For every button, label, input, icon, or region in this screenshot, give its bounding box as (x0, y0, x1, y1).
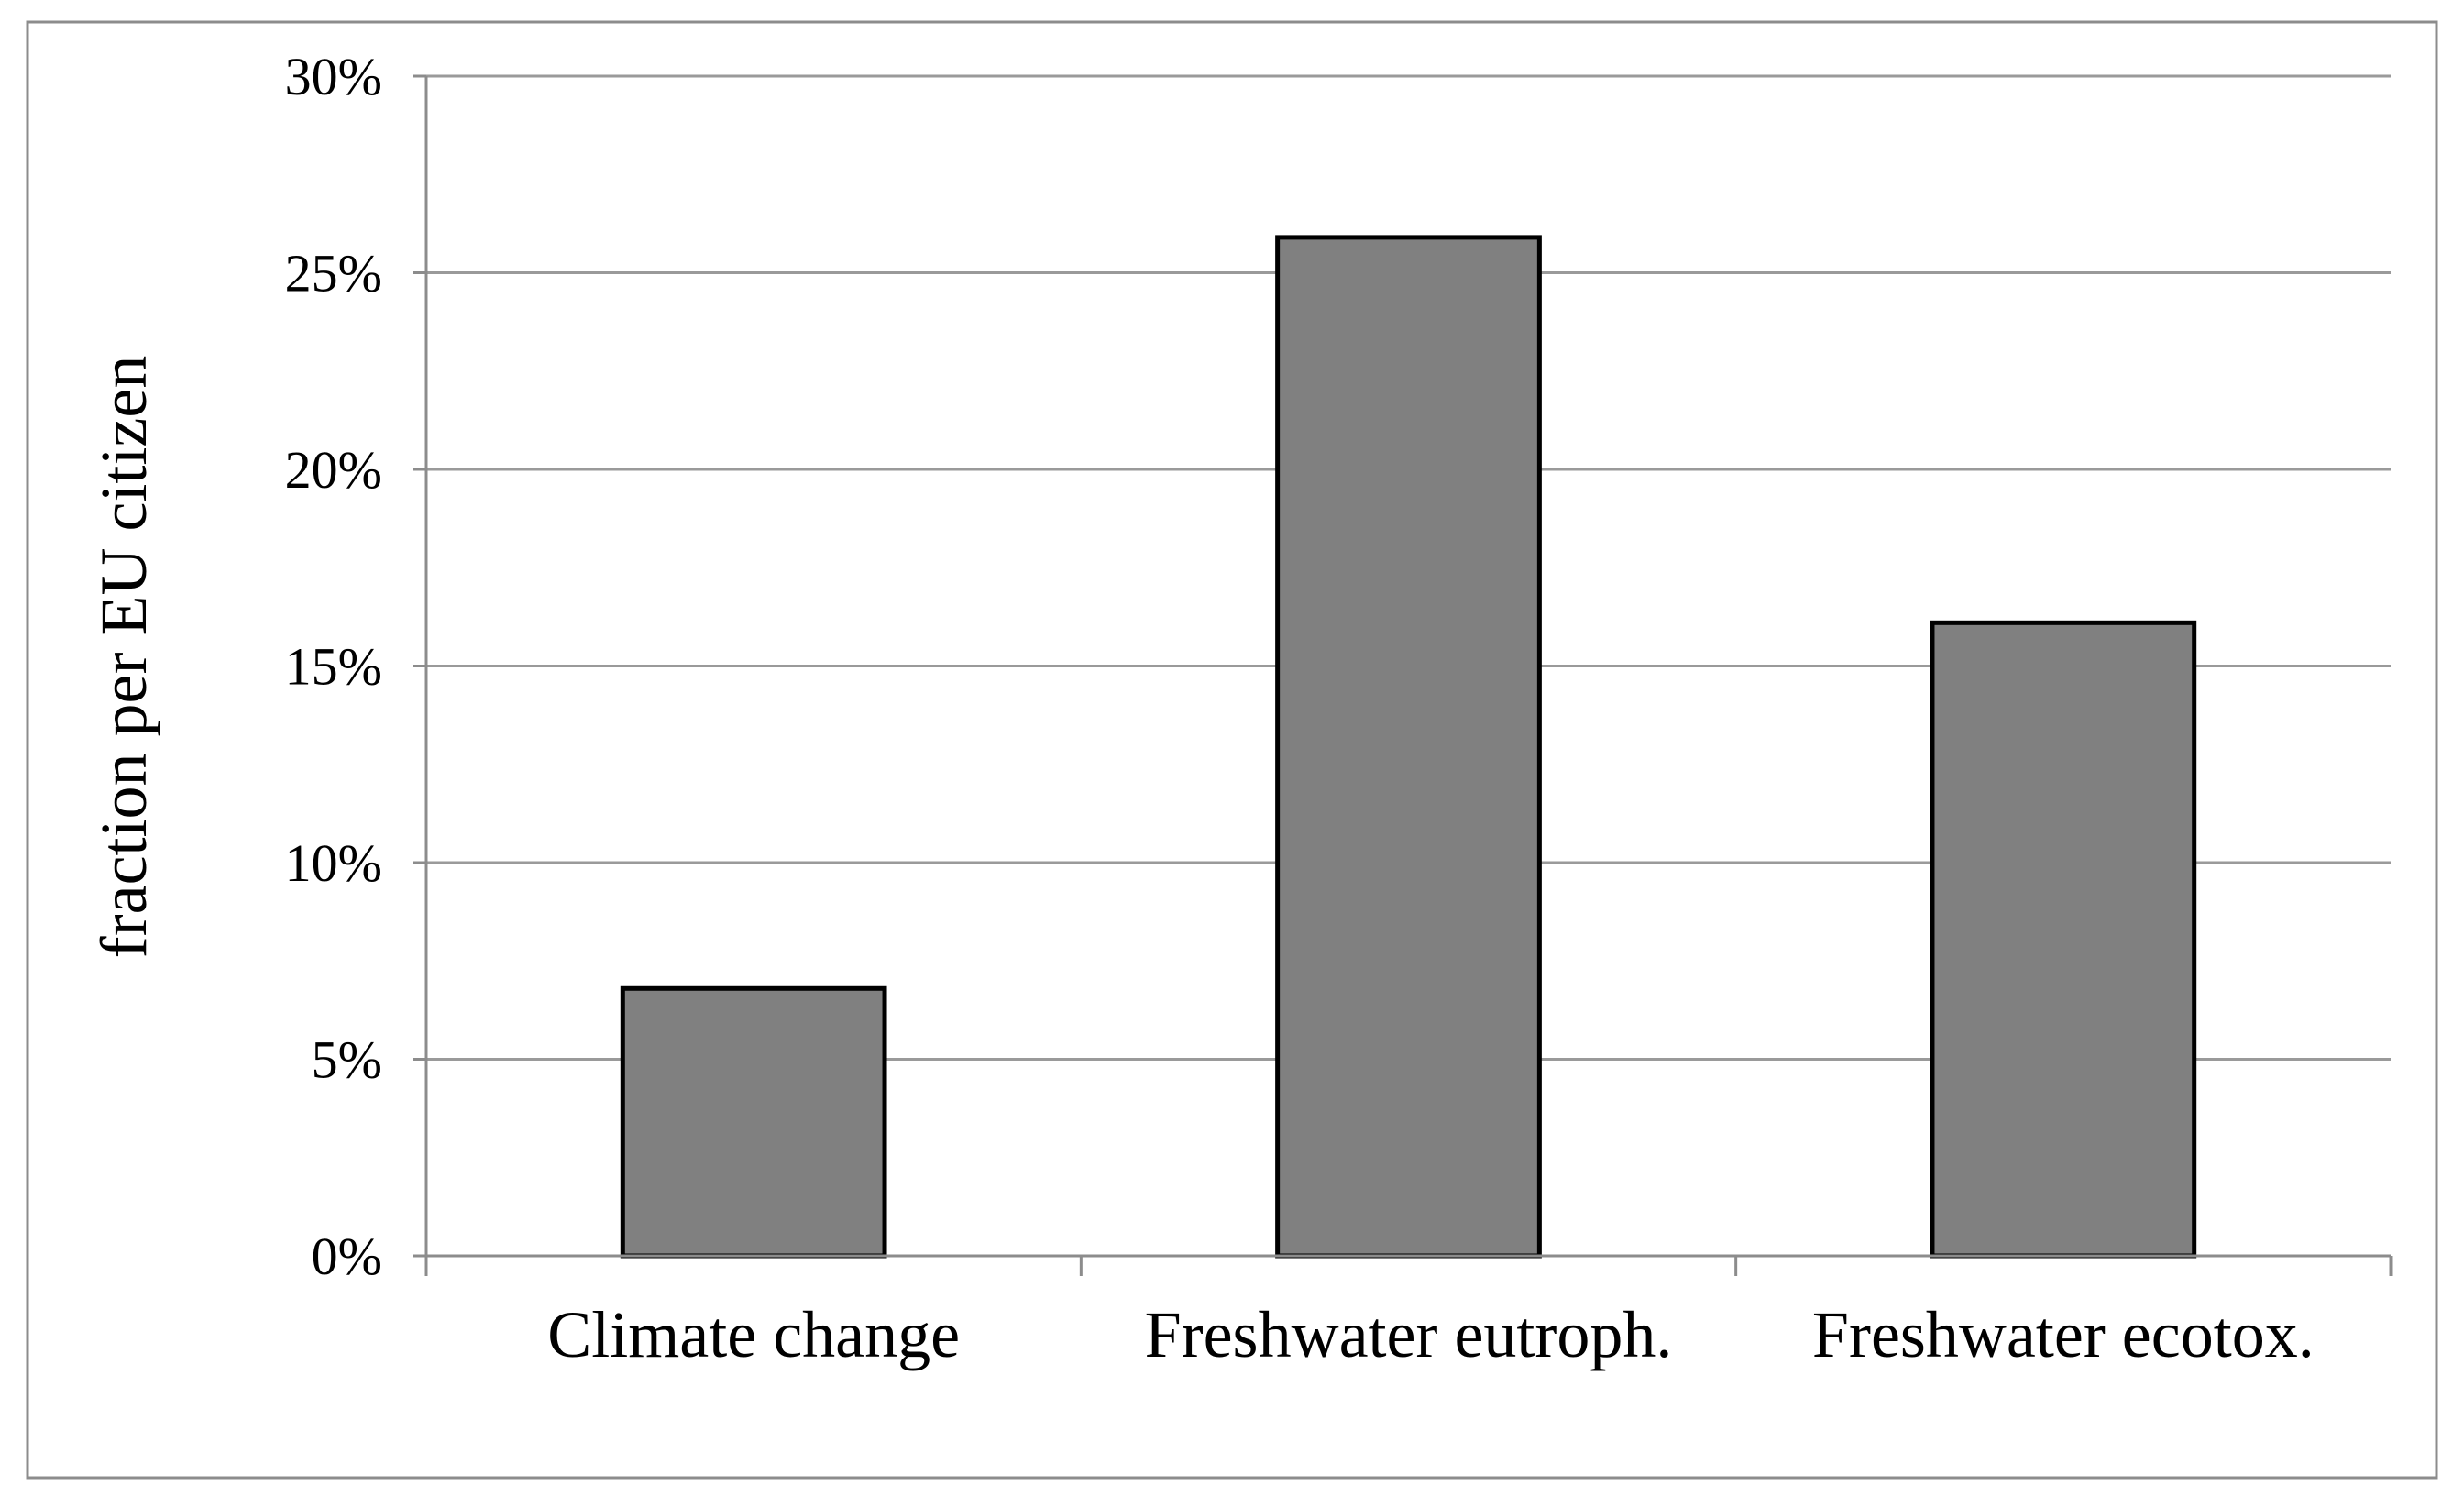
y-tick-label: 25% (285, 244, 382, 303)
bar (620, 985, 887, 1259)
y-tick-labels: 0% 5% 10% 15% 20% 25% 30% (285, 47, 382, 1286)
bar (1275, 235, 1542, 1259)
y-tick-label: 30% (285, 47, 382, 106)
y-tick-label: 5% (312, 1030, 382, 1090)
y-tick-label: 10% (285, 833, 382, 893)
x-tick-label: Climate change (547, 1298, 960, 1371)
axes (413, 74, 2392, 1276)
x-tick-label: Freshwater eutroph. (1145, 1298, 1673, 1371)
x-tick-labels: Climate change Freshwater eutroph. Freshwa… (547, 1298, 2314, 1371)
y-tick-label: 20% (285, 440, 382, 500)
y-tick-label: 15% (285, 637, 382, 697)
y-axis-title: fraction per EU citizen (87, 356, 160, 959)
x-tick-label: Freshwater ecotox. (1812, 1298, 2315, 1371)
bar (1930, 620, 2197, 1259)
bars (620, 235, 2197, 1259)
y-tick-label: 0% (312, 1227, 382, 1286)
